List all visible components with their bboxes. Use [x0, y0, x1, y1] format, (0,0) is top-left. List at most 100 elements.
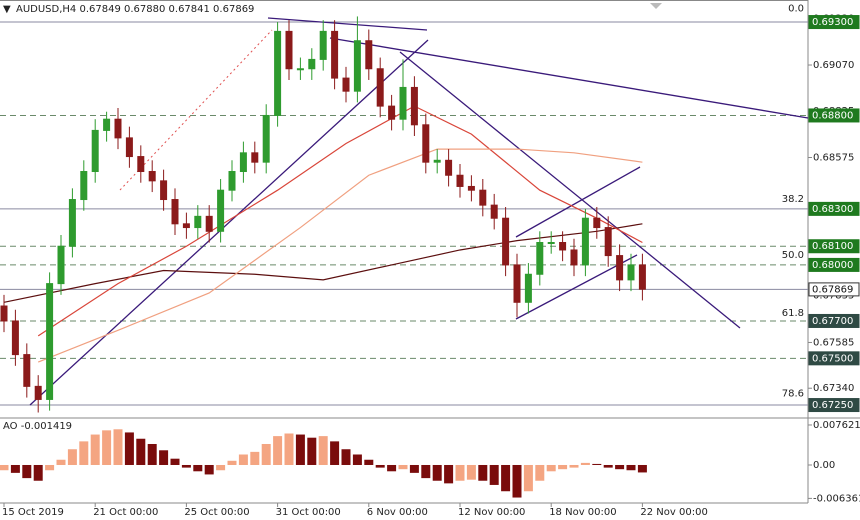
price-box-label: 0.68000 [812, 260, 853, 271]
ao-bar [159, 450, 169, 465]
price-box [808, 257, 860, 272]
candle-body [160, 180, 168, 201]
ao-bar [432, 464, 442, 481]
ao-bar [455, 464, 465, 481]
price-box-label: 0.68800 [812, 110, 853, 121]
moving-average [37, 148, 643, 363]
candle-body [91, 129, 99, 173]
shift-icon[interactable] [650, 3, 662, 9]
candle-body [547, 242, 555, 245]
collapse-icon: ▼ [3, 4, 11, 15]
ao-bar [33, 464, 43, 481]
trend-line [329, 37, 809, 119]
candle-body [524, 273, 532, 303]
ao-bar [307, 437, 317, 465]
x-tick-label: 21 Oct 00:00 [93, 507, 158, 518]
ao-bar [170, 458, 180, 465]
candle-body [308, 58, 316, 70]
candle-body [342, 77, 350, 92]
trend-line [399, 51, 741, 329]
trend-line [29, 39, 429, 406]
y-tick-label: 0.007621 [813, 420, 860, 431]
candle-body [0, 305, 8, 322]
plot [0, 16, 647, 498]
ao-bar [341, 449, 351, 465]
ao-bar [22, 464, 32, 479]
candle-body [490, 204, 498, 219]
candle-body [68, 199, 76, 247]
fib-label: 0.0 [788, 4, 804, 15]
dotted-line [119, 29, 273, 191]
ao-bar [626, 464, 636, 471]
price-box [808, 201, 860, 216]
y-tick-label: 0.69070 [813, 60, 854, 71]
candle-body [445, 159, 453, 176]
ao-bar [56, 459, 66, 465]
candle-body [331, 30, 339, 79]
candle-body [388, 105, 396, 120]
candle-body [228, 171, 236, 191]
ao-bar [79, 441, 89, 465]
candle-body [57, 245, 65, 285]
ao-bar [250, 451, 260, 465]
price-box-label: 0.67500 [812, 353, 853, 364]
ao-bar [193, 464, 203, 472]
ao-bar [535, 464, 545, 481]
ao-bar [466, 464, 476, 480]
candle-body [103, 118, 111, 131]
candle-body [114, 118, 122, 139]
ao-bar [398, 464, 408, 470]
candle-body [262, 114, 270, 163]
ao-bar [0, 464, 9, 471]
price-box [808, 108, 860, 123]
y-tick-label: 0.67585 [813, 337, 854, 348]
candle-body [148, 171, 156, 182]
price-box [808, 398, 860, 413]
price-box-label: 0.68300 [812, 204, 853, 215]
price-box-label: 0.67250 [812, 400, 853, 411]
trend-line [267, 17, 428, 31]
price-box [808, 313, 860, 328]
candle-body [182, 223, 190, 229]
ao-bar [124, 432, 134, 465]
ao-bar [478, 464, 488, 481]
candle-body [616, 255, 624, 281]
x-tick-label: 6 Nov 00:00 [367, 507, 428, 518]
ao-bar [238, 454, 248, 465]
candle-body [80, 171, 88, 201]
price-box [808, 351, 860, 366]
ao-bar [261, 443, 271, 465]
price-box [808, 282, 860, 297]
chart-title: AUDUSD,H4 0.67849 0.67880 0.67841 0.6786… [16, 4, 254, 15]
ao-bar [216, 464, 226, 471]
candle-body [502, 217, 510, 266]
ao-bar [523, 464, 533, 492]
ao-title: AO -0.001419 [3, 421, 72, 432]
candle-body [467, 185, 475, 191]
candle-body [11, 320, 19, 356]
candle-body [353, 40, 361, 92]
channel-line [515, 166, 641, 238]
price-box-label: 0.68100 [812, 241, 853, 252]
x-tick-label: 22 Nov 00:00 [640, 507, 707, 518]
candle-body [581, 217, 589, 266]
ao-bar [558, 464, 568, 470]
candle-body [627, 264, 635, 281]
candle-body [194, 215, 202, 229]
x-tick-label: 12 Nov 00:00 [458, 507, 525, 518]
y-tick-label: -0.006361 [813, 493, 860, 504]
fib-label: 50.0 [782, 250, 804, 261]
candle-body [456, 174, 464, 187]
candle-body [376, 68, 384, 107]
candle-body [319, 30, 327, 60]
ao-bar [204, 464, 214, 475]
ao-bar [181, 464, 191, 468]
x-tick-label: 31 Oct 00:00 [276, 507, 341, 518]
candle-body [239, 152, 247, 173]
ao-bar [637, 464, 647, 473]
ao-bar [375, 464, 385, 468]
price-box [808, 239, 860, 254]
drawings [29, 17, 809, 406]
